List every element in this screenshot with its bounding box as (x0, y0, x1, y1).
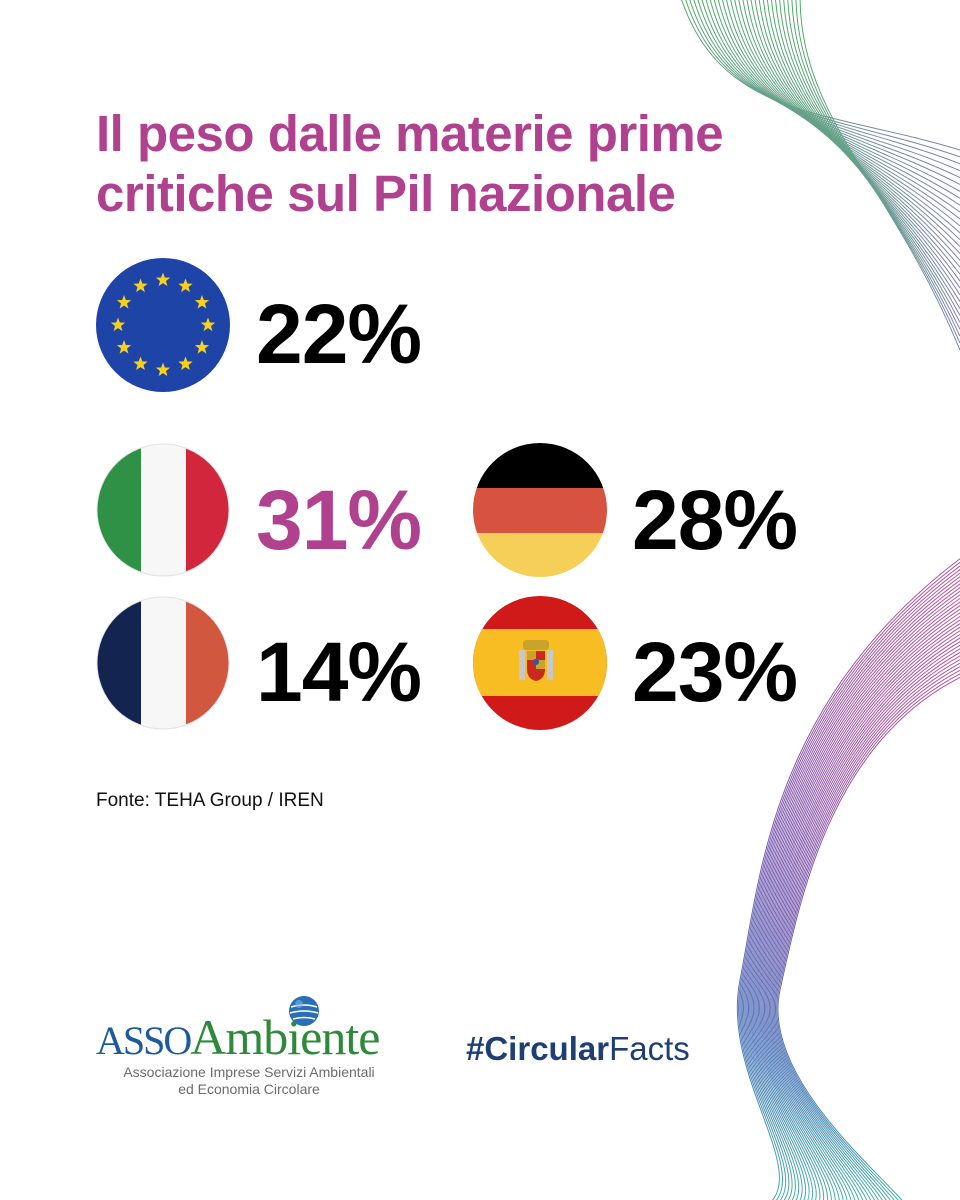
eu-star-icon (194, 340, 210, 354)
eu-star-icon (155, 362, 171, 377)
eu-star-icon (133, 356, 148, 371)
value-spain: 23% (632, 625, 798, 719)
logo-tagline-line-1: Associazione Imprese Servizi Ambientali (123, 1064, 375, 1080)
value-eu: 22% (256, 287, 422, 381)
hashtag: #CircularFacts (466, 1030, 690, 1068)
eu-star-icon (194, 295, 210, 309)
hashtag-bold-part: #Circular (466, 1030, 610, 1067)
value-germany: 28% (632, 473, 798, 567)
france-flag-icon (96, 596, 230, 730)
eu-star-icon (178, 356, 193, 371)
logo-wordmark: ASSOAmbiente (96, 1009, 380, 1066)
spain-flag-icon (473, 596, 607, 730)
eu-star-icon (178, 278, 193, 293)
value-italy: 31% (256, 473, 422, 567)
logo-name: Ambiente (190, 1009, 380, 1065)
spain-coat-of-arms-icon (519, 640, 553, 681)
title-line-2: critiche sul Pil nazionale (96, 165, 676, 222)
value-france: 14% (256, 625, 422, 719)
eu-star-icon (116, 295, 132, 309)
eu-star-icon (110, 317, 126, 332)
eu-flag-icon (96, 258, 230, 392)
page-title: Il peso dalle materie prime critiche sul… (96, 104, 796, 224)
eu-star-icon (116, 340, 132, 354)
italy-flag-icon (96, 443, 230, 577)
source-note: Fonte: TEHA Group / IREN (96, 790, 324, 811)
hashtag-regular-part: Facts (609, 1030, 690, 1067)
eu-star-icon (200, 317, 216, 332)
eu-star-icon (155, 272, 171, 287)
logo-prefix: ASSO (96, 1018, 192, 1063)
globe-icon (289, 996, 319, 1026)
title-line-1: Il peso dalle materie prime (96, 105, 724, 162)
logo-tagline: Associazione Imprese Servizi Ambientali … (96, 1064, 402, 1098)
logo-tagline-line-2: ed Economia Circolare (178, 1081, 320, 1097)
eu-star-icon (133, 278, 148, 293)
assoambiente-logo: ASSOAmbiente Associazione Imprese Serviz… (96, 992, 426, 1102)
germany-flag-icon (473, 443, 607, 577)
